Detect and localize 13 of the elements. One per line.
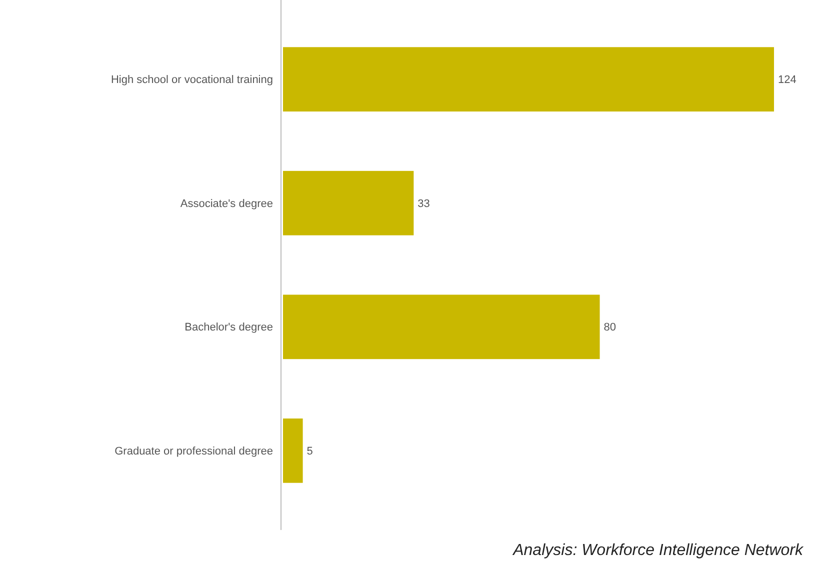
bar	[283, 47, 774, 112]
bar	[283, 418, 303, 483]
y-tick-label: Bachelor's degree	[184, 322, 273, 334]
data-label: 124	[778, 74, 796, 86]
y-tick-label: High school or vocational training	[110, 74, 273, 86]
y-tick-label: Graduate or professional degree	[114, 446, 273, 458]
bar	[283, 294, 600, 360]
y-tick-label: Associate's degree	[180, 198, 273, 210]
text: Analysis: Workforce Intelligence Network	[512, 542, 804, 559]
data-label: 5	[306, 446, 313, 458]
data-label: 80	[604, 322, 616, 334]
data-label: 33	[418, 198, 430, 210]
bar	[283, 170, 414, 236]
